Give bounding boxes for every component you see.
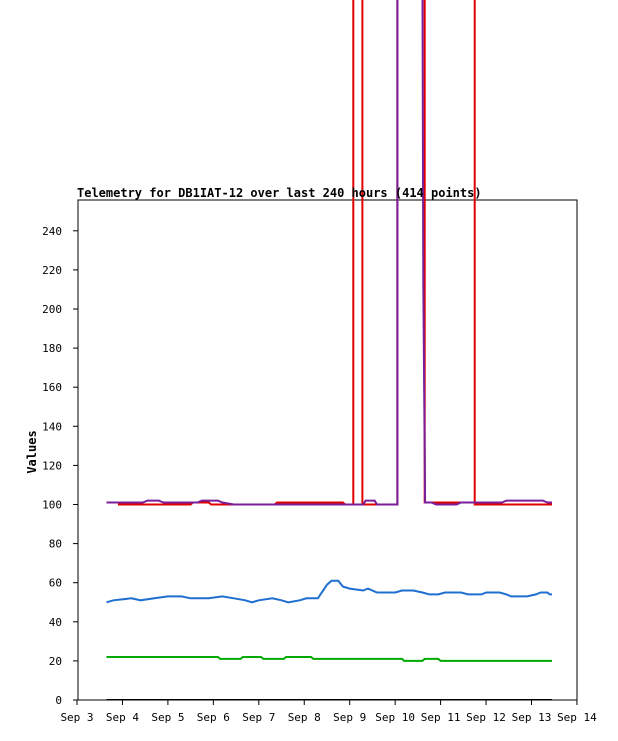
series-line-2: [106, 656, 552, 662]
chart-title: Telemetry for DB1IAT-12 over last 240 ho…: [77, 186, 482, 200]
x-tick-label: Sep 6: [197, 711, 230, 724]
series-line-3: [106, 579, 552, 604]
y-axis-label: Values: [25, 430, 39, 473]
y-tick-label: 200: [42, 303, 62, 316]
y-tick-label: 20: [49, 655, 62, 668]
series-layer: [106, 0, 552, 700]
x-tick-label: Sep 7: [242, 711, 275, 724]
y-tick-label: 220: [42, 264, 62, 277]
x-tick-label: Sep 5: [151, 711, 184, 724]
x-tick-label: Sep 3: [60, 711, 93, 724]
y-tick-label: 120: [42, 459, 62, 472]
x-tick-label: Sep 4: [106, 711, 139, 724]
y-tick-label: 40: [49, 616, 62, 629]
y-tick-label: 240: [42, 225, 62, 238]
x-tick-label: Sep 10: [375, 711, 415, 724]
series-line-5: [106, 0, 552, 506]
x-tick-label: Sep 12: [466, 711, 506, 724]
y-tick-label: 180: [42, 342, 62, 355]
x-tick-label: Sep 13: [512, 711, 552, 724]
y-tick-label: 160: [42, 381, 62, 394]
axis-layer: Sep 3 Sep 4 Sep 5 Sep 6 Sep 7 Sep 8 Sep 9 Sep 1…: [42, 225, 597, 724]
y-tick-label: 100: [42, 499, 62, 512]
x-tick-label: Sep 14: [557, 711, 597, 724]
x-tick-label: Sep 8: [288, 711, 321, 724]
y-tick-label: 0: [55, 694, 62, 707]
x-tick-label: Sep 11: [421, 711, 461, 724]
y-tick-label: 140: [42, 420, 62, 433]
series-line-4: [117, 0, 552, 506]
y-tick-label: 60: [49, 577, 62, 590]
x-tick-label: Sep 9: [333, 711, 366, 724]
y-tick-label: 80: [49, 538, 62, 551]
